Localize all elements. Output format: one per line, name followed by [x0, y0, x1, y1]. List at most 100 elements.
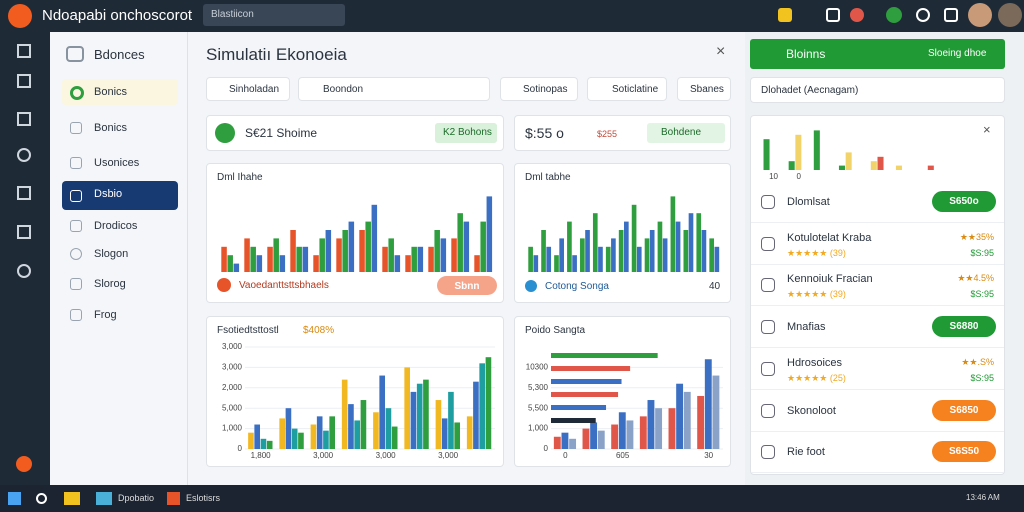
nav-item[interactable]: Frog: [94, 309, 117, 321]
x-tick-label: 1,800: [251, 451, 272, 460]
footer-icon: [217, 278, 231, 292]
search-button[interactable]: [36, 493, 47, 504]
task-item[interactable]: Eslotisrs: [186, 493, 221, 503]
footer-count: 40: [709, 281, 721, 292]
footer-icon: [525, 280, 537, 292]
list-row[interactable]: Rie foot S6S50: [751, 432, 1004, 474]
bar: [838, 165, 845, 170]
y-tick-label: 5,500: [528, 403, 549, 412]
notify-icon[interactable]: [778, 8, 792, 22]
bar: [302, 246, 309, 272]
bar: [227, 255, 233, 272]
bar: [688, 213, 694, 272]
avatar[interactable]: [968, 3, 992, 27]
y-tick-label: 2,000: [222, 383, 243, 392]
tab[interactable]: Soticlatine: [587, 77, 667, 101]
row-button[interactable]: S6S50: [932, 441, 996, 463]
rail-icon[interactable]: [17, 148, 31, 162]
list-row[interactable]: Skonoloot S6850: [751, 391, 1004, 432]
row-button[interactable]: S650o: [932, 191, 996, 212]
chat-icon[interactable]: [916, 8, 930, 22]
avatar[interactable]: [998, 3, 1022, 27]
icon-rail: [0, 32, 50, 485]
bar: [647, 400, 655, 449]
list-row[interactable]: Kotulotelat Kraba ★★★★★ (39) ★★35% $S:95: [751, 224, 1004, 265]
app-icon[interactable]: [167, 492, 180, 505]
rail-icon[interactable]: [17, 44, 31, 58]
row-price: $S:95: [970, 289, 994, 300]
list-row[interactable]: Dlomlsat S650o: [751, 182, 1004, 223]
bar: [319, 238, 325, 272]
y-tick-label: 1,000: [222, 424, 243, 433]
row-label: Hdrosoices: [787, 356, 843, 369]
bar: [285, 408, 292, 449]
row-button[interactable]: S6850: [932, 399, 996, 421]
bar: [451, 238, 457, 272]
bar: [611, 424, 619, 449]
rail-logo[interactable]: [16, 456, 32, 472]
rail-icon[interactable]: [17, 74, 31, 88]
app-logo[interactable]: [8, 4, 32, 28]
status-icon[interactable]: [886, 7, 902, 23]
bar: [541, 230, 546, 272]
bar: [466, 416, 473, 449]
row-icon: [761, 320, 775, 335]
list-row[interactable]: Kennoiuk Fracian ★★★★★ (39) ★★4.5% $S:95: [751, 265, 1004, 307]
nav-icon: [70, 248, 82, 260]
y-tick-label: 0: [238, 444, 243, 453]
rail-icon[interactable]: [17, 112, 31, 126]
search-box[interactable]: Blastiicon: [203, 4, 345, 26]
bar: [404, 367, 410, 449]
bar: [291, 428, 298, 449]
bar: [473, 381, 479, 449]
rail-icon[interactable]: [17, 264, 31, 278]
x-tick-label: 10: [769, 172, 778, 181]
nav-item[interactable]: Drodicos: [94, 220, 138, 232]
start-button[interactable]: [8, 492, 21, 505]
bar: [373, 412, 379, 449]
row-label: Kotulotelat Kraba: [787, 231, 872, 244]
app-icon[interactable]: [96, 492, 112, 505]
row-icon: [761, 403, 775, 418]
h-bar: [551, 405, 607, 410]
tab[interactable]: Sinholadan: [206, 77, 290, 101]
bar: [683, 230, 689, 272]
bar: [457, 213, 463, 272]
main-panel: Simulatiı Ekonoeia × Sinholadan Boondon …: [188, 32, 745, 485]
panel-title: Bloinns: [786, 47, 826, 61]
close-button[interactable]: ×: [983, 122, 991, 137]
nav-item[interactable]: Usonices: [94, 157, 140, 169]
close-button[interactable]: ×: [716, 43, 726, 60]
dropdown[interactable]: Dlohadet (Aecnagam): [750, 77, 1005, 103]
nav-item[interactable]: Slorog: [94, 278, 126, 290]
row-score: ★★4.5%: [957, 273, 994, 284]
list-row[interactable]: Hdrosoices ★★★★★ (25) ★★.S% $S:95: [751, 349, 1004, 390]
bar: [582, 428, 590, 449]
tab[interactable]: Sbanes: [677, 77, 731, 101]
bar: [385, 408, 392, 449]
bar: [341, 379, 348, 449]
bar: [479, 363, 485, 449]
list-row[interactable]: Mnafias S6880: [751, 307, 1004, 349]
bar: [655, 408, 663, 449]
folder-icon[interactable]: [64, 492, 80, 505]
task-item[interactable]: Dpobatio: [118, 493, 155, 503]
nav-item[interactable]: Bonics: [94, 122, 128, 134]
row-icon: [761, 445, 775, 460]
rail-icon[interactable]: [17, 225, 31, 239]
home-icon[interactable]: [826, 8, 840, 22]
tab[interactable]: Sotinopas: [500, 77, 578, 101]
settings-icon[interactable]: [944, 8, 958, 22]
search-tab[interactable]: Boondon: [298, 77, 490, 101]
chart: 0 1,000 5,500 5,300 10300 0 605 30: [526, 353, 723, 460]
rail-icon[interactable]: [17, 186, 31, 200]
stat-icon: [215, 123, 235, 143]
footer-button[interactable]: Sbnn: [437, 276, 497, 295]
bar: [788, 161, 795, 170]
bar: [428, 246, 434, 272]
nav-item[interactable]: Slogon: [94, 248, 129, 260]
panel-action[interactable]: Sloeing dhoe: [928, 48, 987, 59]
row-button[interactable]: S6880: [932, 316, 996, 338]
row-label: Mnafias: [787, 321, 826, 334]
alert-icon[interactable]: [850, 8, 864, 22]
